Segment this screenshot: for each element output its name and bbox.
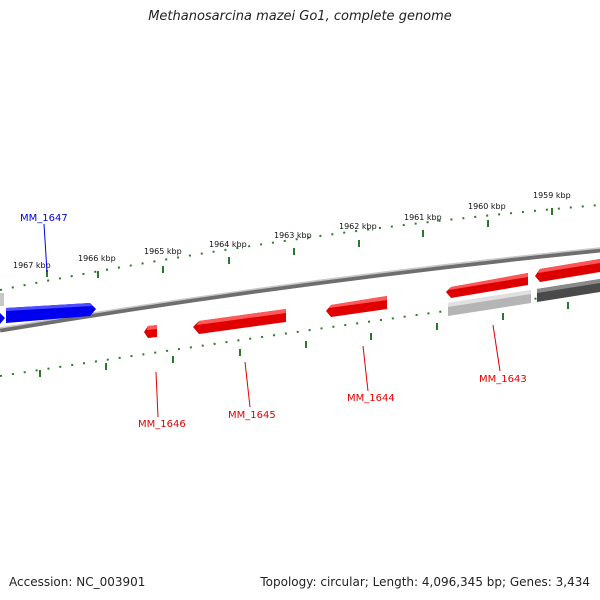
tick-label: 1967 kbp (13, 261, 51, 270)
label-connector (362, 345, 369, 392)
tick-label: 1962 kbp (339, 222, 377, 231)
gene-label-mm-1646[interactable]: MM_1646 (138, 419, 186, 430)
outer-scale-ring (0, 204, 600, 291)
gene-dark-1[interactable] (537, 279, 600, 302)
tick-label: 1966 kbp (78, 254, 116, 263)
label-connector (244, 361, 251, 408)
gene-fragment-blue (0, 313, 5, 324)
gene-mm-1645[interactable] (193, 309, 286, 334)
tick-label: 1963 kbp (274, 231, 312, 240)
gene-label-mm-1643[interactable]: MM_1643 (479, 374, 527, 385)
gene-forward-red-1[interactable] (446, 273, 528, 298)
gene-label-mm-1644[interactable]: MM_1644 (347, 393, 395, 404)
inner-major-ticks (39, 302, 569, 377)
gene-forward-red-2[interactable] (535, 259, 600, 282)
gene-mm-1644[interactable] (326, 296, 387, 317)
gene-fragment-grey (0, 293, 4, 306)
genome-summary-text: Topology: circular; Length: 4,096,345 bp… (260, 575, 590, 589)
tick-label: 1960 kbp (468, 202, 506, 211)
label-connector (155, 371, 159, 418)
inner-scale-ring (0, 289, 600, 377)
tick-label: 1965 kbp (144, 247, 182, 256)
gene-label-mm-1647[interactable]: MM_1647 (20, 213, 68, 224)
gene-grey-1[interactable] (448, 290, 531, 316)
map-title: Methanosarcina mazei Go1, complete genom… (148, 9, 452, 24)
gene-mm-1646[interactable] (144, 325, 157, 338)
gene-mm-1647[interactable] (6, 303, 96, 323)
gene-label-mm-1645[interactable]: MM_1645 (228, 410, 276, 421)
tick-label: 1961 kbp (404, 213, 442, 222)
label-connector (43, 223, 48, 273)
accession-text: Accession: NC_003901 (9, 575, 146, 589)
tick-label: 1964 kbp (209, 240, 247, 249)
tick-label: 1959 kbp (533, 191, 571, 200)
outer-major-ticks (46, 208, 553, 278)
label-connector (492, 324, 501, 372)
